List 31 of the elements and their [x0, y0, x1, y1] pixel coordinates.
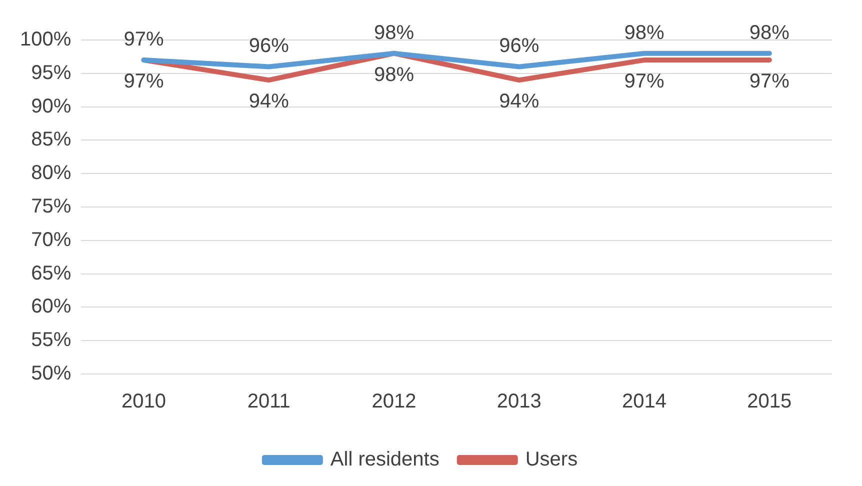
data-label: 94% — [248, 90, 290, 113]
data-label: 97% — [124, 70, 164, 93]
legend-label: Users — [525, 448, 578, 471]
y-tick-label: 60% — [31, 296, 72, 318]
data-label: 97% — [749, 70, 790, 93]
data-label: 96% — [248, 35, 290, 58]
legend-label: All residents — [330, 448, 440, 471]
y-tick-label: 80% — [31, 162, 72, 184]
data-label: 94% — [499, 90, 540, 113]
y-tick-label: 75% — [31, 196, 72, 218]
data-label: 98% — [374, 64, 414, 86]
y-tick-label: 50% — [31, 362, 72, 385]
y-tick-label: 65% — [31, 262, 72, 284]
data-label: 98% — [374, 22, 414, 44]
data-label: 96% — [499, 35, 540, 58]
x-tick-label: 2010 — [121, 390, 166, 413]
y-tick-label: 55% — [31, 329, 72, 352]
x-tick-label: 2012 — [372, 390, 416, 413]
data-label: 98% — [749, 22, 790, 44]
x-tick-label: 2013 — [496, 390, 542, 413]
data-label: 97% — [624, 70, 665, 93]
y-tick-label: 95% — [31, 62, 72, 84]
x-tick-label: 2011 — [247, 390, 290, 413]
x-tick-label: 2015 — [747, 390, 792, 413]
y-tick-label: 85% — [31, 128, 72, 151]
data-label: 97% — [124, 28, 164, 51]
data-label: 98% — [624, 22, 665, 44]
x-tick-label: 2014 — [622, 390, 667, 413]
y-tick-label: 70% — [31, 228, 72, 251]
y-tick-label: 90% — [31, 95, 72, 118]
y-tick-label: 100% — [20, 28, 72, 51]
